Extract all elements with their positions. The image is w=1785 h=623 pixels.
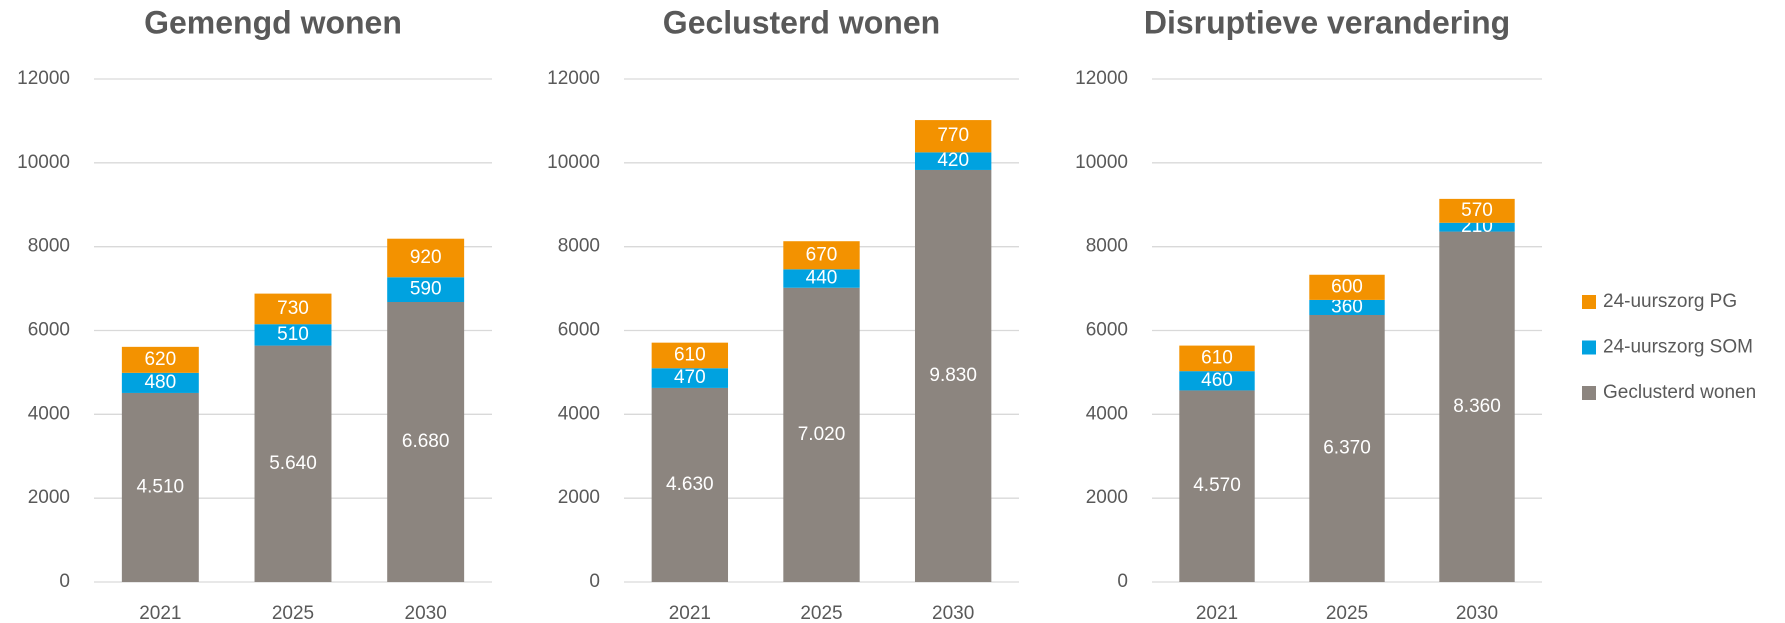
- data-label: 730: [277, 298, 309, 319]
- y-tick-label: 4000: [558, 403, 600, 424]
- x-tick-label: 2030: [1456, 603, 1498, 623]
- data-label: 9.830: [929, 365, 977, 386]
- bar-segment: [651, 342, 729, 369]
- data-label: 620: [144, 349, 176, 370]
- y-tick-label: 0: [1117, 571, 1128, 592]
- bar-segment: [783, 241, 860, 270]
- y-tick-label: 8000: [28, 236, 70, 257]
- x-tick-label: 2025: [800, 603, 842, 623]
- bar-segment: [121, 372, 199, 393]
- y-tick-label: 4000: [1086, 403, 1128, 424]
- x-tick-label: 2025: [1326, 603, 1368, 623]
- data-label: 770: [937, 125, 969, 146]
- bar-segment: [254, 324, 332, 346]
- data-label: 480: [144, 372, 176, 393]
- legend-swatch: [1582, 340, 1596, 355]
- chart-title: Gemengd wonen: [144, 4, 402, 40]
- x-tick-label: 2021: [1196, 603, 1238, 623]
- y-tick-label: 6000: [28, 320, 70, 341]
- data-label: 570: [1461, 200, 1493, 221]
- bar-segment: [121, 392, 199, 582]
- bar-segment: [1309, 274, 1385, 300]
- bar-segment: [783, 269, 860, 288]
- bar-segment: [121, 346, 199, 373]
- x-tick-label: 2021: [669, 603, 711, 623]
- y-tick-label: 12000: [17, 68, 70, 89]
- y-tick-label: 2000: [1086, 487, 1128, 508]
- data-label: 360: [1331, 296, 1363, 317]
- bar-segment: [1179, 345, 1255, 372]
- data-label: 610: [674, 344, 706, 365]
- data-label: 5.640: [269, 453, 317, 474]
- y-tick-label: 8000: [1086, 236, 1128, 257]
- y-tick-label: 2000: [28, 487, 70, 508]
- y-tick-label: 2000: [558, 487, 600, 508]
- bar-segment: [1309, 314, 1385, 582]
- bar-segment: [387, 277, 465, 302]
- y-tick-label: 6000: [558, 320, 600, 341]
- bar-segment: [914, 120, 992, 153]
- legend-label: 24-uurszorg SOM: [1603, 337, 1753, 358]
- bar-segment: [387, 301, 465, 582]
- y-tick-label: 4000: [28, 403, 70, 424]
- bar-segment: [914, 169, 992, 582]
- data-label: 6.370: [1323, 438, 1371, 459]
- y-tick-label: 6000: [1086, 320, 1128, 341]
- data-label: 920: [410, 247, 442, 268]
- x-tick-label: 2030: [932, 603, 974, 623]
- bar-segment: [1309, 299, 1385, 315]
- legend-swatch: [1582, 295, 1596, 309]
- legend-label: 24-uurszorg PG: [1603, 291, 1737, 312]
- y-tick-label: 0: [59, 571, 70, 592]
- data-label: 670: [806, 244, 838, 265]
- data-label: 590: [410, 279, 442, 300]
- y-tick-label: 10000: [1075, 152, 1128, 173]
- data-label: 6.680: [402, 431, 450, 452]
- bar-segment: [1439, 198, 1515, 223]
- chart-title: Geclusterd wonen: [663, 4, 940, 40]
- data-label: 4.570: [1193, 475, 1241, 496]
- y-tick-label: 8000: [558, 236, 600, 257]
- data-label: 4.630: [666, 474, 714, 495]
- data-label: 420: [937, 150, 969, 171]
- data-label: 8.360: [1453, 396, 1501, 417]
- bar-segment: [914, 152, 992, 170]
- bar-segment: [1439, 231, 1515, 582]
- bar-segment: [651, 387, 729, 582]
- x-tick-label: 2025: [272, 603, 314, 623]
- x-tick-label: 2030: [405, 603, 447, 623]
- bar-segment: [783, 287, 860, 582]
- legend-label: Geclusterd wonen: [1603, 382, 1756, 403]
- bar-segment: [254, 293, 332, 325]
- data-label: 460: [1201, 370, 1233, 391]
- data-label: 440: [806, 268, 838, 289]
- x-tick-label: 2021: [139, 603, 181, 623]
- y-tick-label: 12000: [1075, 68, 1128, 89]
- data-label: 510: [277, 324, 309, 345]
- y-tick-label: 0: [589, 571, 600, 592]
- data-label: 4.510: [137, 476, 185, 497]
- bar-segment: [1439, 222, 1515, 232]
- data-label: 600: [1331, 276, 1363, 297]
- y-tick-label: 12000: [547, 68, 600, 89]
- data-label: 7.020: [798, 424, 846, 445]
- y-tick-label: 10000: [17, 152, 70, 173]
- data-label: 610: [1201, 347, 1233, 368]
- data-label: 470: [674, 367, 706, 388]
- y-tick-label: 10000: [547, 152, 600, 173]
- legend-swatch: [1582, 386, 1596, 400]
- bar-segment: [1179, 390, 1255, 582]
- chart-title: Disruptieve verandering: [1144, 4, 1510, 40]
- bar-segment: [254, 345, 332, 582]
- bar-segment: [651, 368, 729, 388]
- bar-segment: [1179, 371, 1255, 391]
- bar-segment: [387, 238, 465, 278]
